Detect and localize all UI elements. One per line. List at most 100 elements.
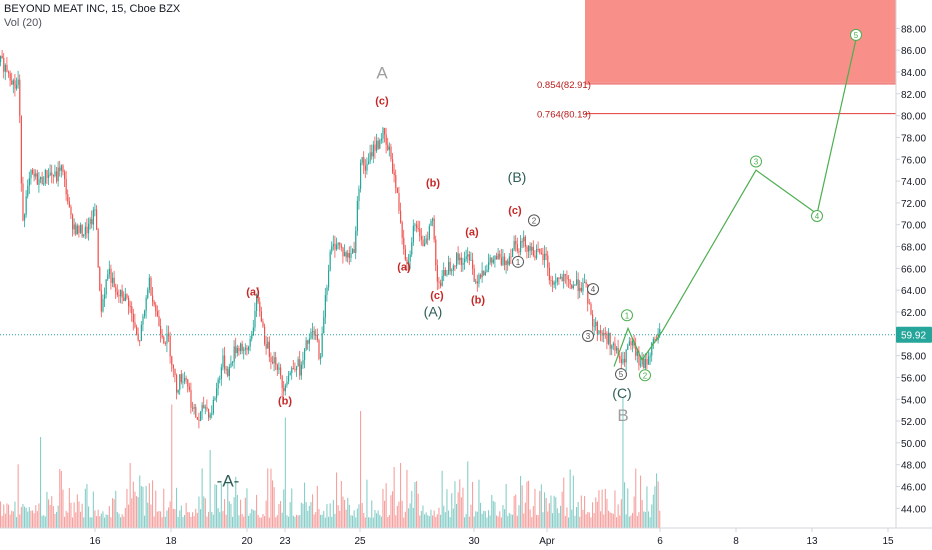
candle-body — [272, 362, 274, 364]
volume-bar — [468, 516, 470, 528]
volume-bar — [358, 504, 360, 528]
candle-body — [128, 297, 130, 307]
volume-bar — [441, 470, 443, 528]
candle-body — [568, 279, 570, 281]
volume-bar — [544, 492, 546, 528]
volume-bar — [588, 512, 590, 528]
candle-body — [427, 238, 429, 240]
candle-body — [224, 355, 226, 370]
candle-body — [555, 281, 557, 283]
candle-body — [131, 306, 133, 314]
volume-bar — [182, 517, 184, 528]
volume-bar — [534, 488, 536, 528]
volume-bar — [336, 472, 338, 528]
volume-bar — [352, 515, 354, 528]
candle-body — [280, 367, 282, 376]
candle-body — [433, 218, 435, 240]
volume-bar — [640, 475, 642, 528]
candle-body — [619, 356, 621, 360]
volume-bar — [8, 504, 10, 528]
volume-bar — [244, 497, 246, 528]
candle-body — [564, 274, 566, 276]
candle-body — [320, 356, 322, 359]
volume-bar — [12, 511, 14, 528]
candle-body — [212, 399, 214, 414]
candle-body — [297, 359, 299, 367]
candle-body — [129, 306, 131, 308]
candle-body — [305, 340, 307, 350]
price-tick-label: 78.00 — [901, 133, 926, 144]
candle-body — [281, 375, 283, 389]
wave-label-primary: B — [617, 406, 628, 425]
volume-bar — [17, 464, 19, 528]
candle-body — [75, 224, 77, 235]
volume-bar — [116, 511, 118, 528]
volume-bar — [619, 515, 621, 528]
volume-bar — [161, 517, 163, 528]
candle-body — [155, 304, 157, 312]
volume-bar — [222, 511, 224, 528]
volume-bar — [401, 500, 403, 528]
volume-bar — [56, 511, 58, 528]
price-tick-label: 84.00 — [901, 68, 926, 79]
volume-bar — [579, 516, 581, 528]
time-tick-label: 25 — [354, 536, 366, 547]
price-axis[interactable]: 44.00 46.00 48.00 50.00 52.00 54.00 56.00 58.00… — [895, 0, 932, 550]
candle-body — [358, 188, 360, 201]
candle-body — [470, 259, 472, 261]
candle-body — [577, 279, 579, 292]
volume-bar — [203, 496, 205, 528]
volume-bar — [16, 517, 18, 528]
volume-bar — [488, 510, 490, 528]
candle-body — [508, 256, 510, 265]
volume-bar — [305, 502, 307, 528]
candle-body — [57, 167, 59, 182]
volume-bar — [67, 512, 69, 528]
volume-bar — [456, 503, 458, 528]
volume-bar — [572, 475, 574, 528]
candle-body — [560, 276, 562, 279]
candle-body — [438, 281, 440, 283]
candle-body — [176, 374, 178, 393]
candle-body — [198, 419, 200, 421]
candle-body — [54, 171, 56, 177]
price-tick-label: 56.00 — [901, 373, 926, 384]
volume-bar — [593, 513, 595, 528]
volume-bar — [395, 515, 397, 528]
time-axis[interactable]: 16 18 20 23 25 30 Apr 6 8 13 15 — [0, 527, 932, 550]
volume-bar — [102, 511, 104, 528]
volume-bar — [427, 515, 429, 528]
volume-bar — [318, 509, 320, 528]
wave-circle — [639, 369, 651, 382]
candle-body — [640, 364, 642, 366]
volume-bar — [59, 468, 61, 528]
volume-bar — [470, 504, 472, 528]
volume-bar — [84, 488, 86, 528]
volume-bar — [308, 505, 310, 528]
last-price-badge — [896, 326, 932, 343]
candle-body — [318, 340, 320, 359]
candle-body — [200, 411, 202, 421]
candle-body — [80, 225, 82, 233]
candle-body — [544, 253, 546, 261]
volume-bar — [636, 515, 638, 528]
candle-body — [38, 179, 40, 185]
candle-body — [252, 327, 254, 336]
candle-body — [382, 127, 384, 139]
volume-indicator-label[interactable]: Vol (20) — [4, 17, 42, 29]
volume-bar — [281, 512, 283, 528]
volume-bar — [251, 508, 253, 528]
volume-bar — [404, 511, 406, 528]
volume-bar — [524, 502, 526, 528]
candle-body — [308, 338, 310, 344]
volume-bar — [628, 516, 630, 528]
wave-label-intermediate: -A- — [217, 472, 240, 491]
volume-bar — [537, 515, 539, 528]
candle-body — [132, 313, 134, 323]
candle-body — [588, 303, 590, 305]
candle-body — [609, 332, 611, 349]
wave-circle — [582, 330, 594, 342]
volume-bar — [646, 486, 648, 528]
candle-body — [3, 58, 5, 72]
